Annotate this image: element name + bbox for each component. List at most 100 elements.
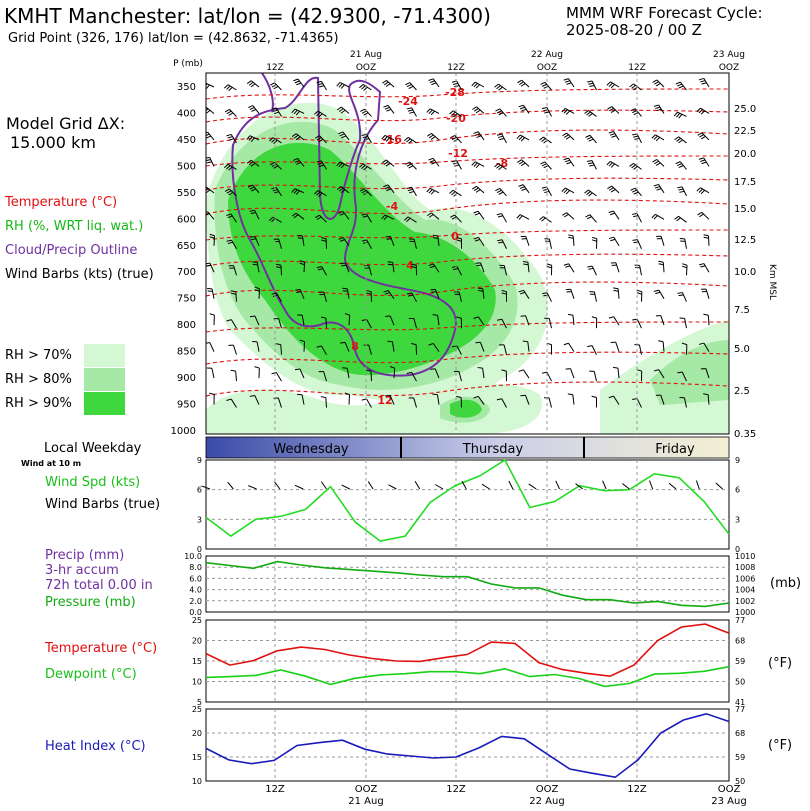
wind-barb-flag (363, 86, 368, 91)
bottom-date-label: 21 Aug (348, 796, 383, 807)
wind-barb-flag (610, 189, 616, 193)
wind-barb (209, 262, 215, 273)
wind-barb-flag (251, 188, 257, 192)
wind-barb (389, 395, 395, 405)
pressure-panel-frame (205, 555, 730, 613)
wind-barb-flag (383, 215, 388, 221)
wind-barb-flag (224, 84, 229, 89)
wind-barb-flag (338, 162, 343, 168)
wind-barb-flag (540, 161, 546, 165)
wind-barb (413, 318, 417, 329)
wind-barb (570, 289, 575, 299)
wind-barb-flag (299, 339, 305, 343)
wind-barb-flag (566, 161, 572, 165)
wind-barb (348, 315, 351, 326)
wind-barb-flag (610, 109, 616, 113)
wind-speed-label: Wind Spd (kts) (45, 475, 141, 490)
wind-barb-flag (542, 292, 548, 295)
wind-barb-flag (703, 393, 709, 396)
wind-barb (548, 397, 552, 408)
grid-point-subtitle: Grid Point (326, 176) lat/lon = (42.8632… (8, 31, 339, 46)
wind-barb-flag (384, 186, 390, 190)
wind-barb (524, 395, 530, 405)
wind-barb-flag (678, 188, 684, 191)
wind-barb-flag (520, 83, 526, 87)
wind-barb-flag (496, 318, 503, 321)
wind-barb-flag (251, 238, 257, 241)
surface-wind-barb (528, 483, 537, 490)
wind-barb-flag (497, 215, 503, 218)
dewpoint-label: Dewpoint (°C) (45, 667, 137, 682)
wind-barb-flag (501, 289, 507, 293)
wind-barb-flag (675, 161, 681, 165)
wind-barb-flag (518, 104, 524, 108)
wind-barb-flag (339, 133, 345, 137)
wind-barb-flag (430, 136, 436, 140)
wind-barb-flag (474, 212, 480, 216)
wind-barb-flag (456, 236, 462, 240)
wind-barb-flag (293, 189, 298, 194)
wind-barb-flag (608, 131, 614, 134)
wind-barb (477, 316, 485, 326)
wind-barb-flag (341, 135, 347, 139)
temperature-panel-ytick: 25 (192, 616, 202, 625)
wind-barb-flag (496, 189, 502, 193)
wind-barb-flag (541, 186, 547, 189)
wind-barb-flag (676, 137, 681, 142)
wind-barb (235, 371, 237, 382)
wind-barb-flag (320, 316, 327, 319)
wind-barb-flag (496, 164, 501, 169)
bottom-time-label: 12Z (265, 784, 285, 795)
wind-barb (615, 262, 620, 273)
wind-barb-flag (588, 138, 594, 142)
wind-barb (658, 289, 665, 299)
wind-barb-flag (496, 213, 502, 216)
wind-barb-flag (608, 316, 614, 319)
wind-barb-flag (655, 83, 661, 87)
wind-barb-flag (268, 216, 274, 221)
wind-barb-flag (589, 85, 595, 87)
wind-barb-flag (406, 371, 412, 375)
wind-barb-flag (431, 161, 437, 165)
wind-barb-flag (296, 82, 302, 86)
wind-barb-flag (318, 138, 324, 143)
wind-barb-flag (276, 266, 282, 269)
heat-index-label: Heat Index (°C) (45, 739, 146, 754)
surface-wind-barb (201, 485, 211, 490)
wind-barb-flag (673, 111, 678, 117)
wind-barb-flag (630, 187, 636, 191)
wind-barb-flag (316, 265, 322, 269)
wind-barb (213, 235, 216, 246)
precip-accum-label: 3-hr accum (45, 563, 119, 578)
wind-barb-flag (700, 135, 706, 140)
wind-barb-flag (226, 165, 231, 170)
wind-barb-flag (336, 161, 341, 167)
temperature-f-units: (°F) (768, 656, 793, 671)
wind-barb-flag (426, 212, 432, 217)
wind-barb (660, 236, 665, 246)
precip-total-label: 72h total 0.00 in (45, 578, 153, 593)
legend-cloud-outline: Cloud/Precip Outline (5, 243, 138, 258)
wind-barb-flag (338, 187, 344, 192)
wind-barb-flag (339, 239, 345, 242)
wind-barb-flag (338, 108, 344, 112)
wind-barb-flag (386, 238, 392, 240)
wind-barb-flag (294, 160, 300, 163)
isotherm (206, 381, 729, 397)
wind-barb-flag (228, 86, 233, 92)
wind-barb (612, 210, 620, 220)
wind-barb (387, 105, 395, 114)
wind-barb-flag (206, 186, 207, 188)
wind-barb-flag (299, 260, 305, 263)
rh90-region-low (450, 399, 482, 418)
forecast-cycle: 2025-08-20 / 00 Z (566, 21, 702, 39)
wind-barb-flag (636, 369, 642, 372)
wind-10m-label: Wind at 10 m (21, 459, 82, 468)
wind-barb-flag (363, 112, 369, 116)
wind-barb (346, 368, 350, 379)
wind-barb (434, 368, 440, 379)
bottom-time-label: OOZ (355, 784, 378, 795)
wind-barb-flag (453, 192, 458, 197)
wind-barb-flag (428, 263, 434, 267)
wind-barb-flag (317, 268, 323, 271)
